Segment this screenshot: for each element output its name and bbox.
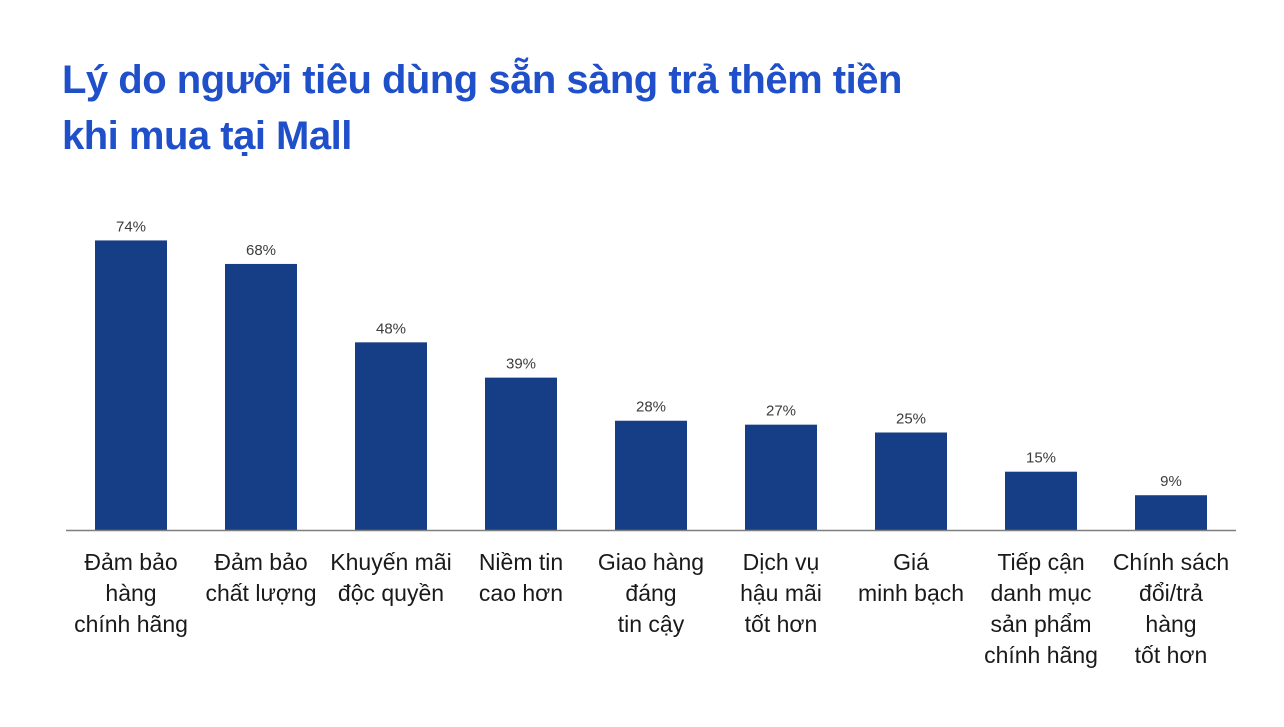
value-label-5: 28% — [636, 399, 666, 416]
category-label-8-line-4: chính hãng — [984, 642, 1098, 668]
category-label-2: Đảm bảo chất lượng — [205, 549, 316, 606]
category-label-3: Khuyến mãi độc quyền — [330, 549, 451, 606]
category-label-6-line-3: tốt hơn — [745, 611, 818, 637]
chart-title-line-2: khi mua tại Mall — [62, 114, 352, 158]
category-label-8: Tiếp cận danh mục sản phẩm chính hãng — [984, 549, 1098, 668]
category-labels-group: Đảm bảo hàng chính hãng Đảm bảo chất lượng Kh… — [74, 549, 1229, 668]
bar-5 — [615, 420, 687, 531]
value-label-8: 15% — [1026, 450, 1056, 467]
category-label-8-line-2: danh mục — [990, 580, 1091, 606]
value-label-3: 48% — [376, 320, 406, 337]
category-label-9: Chính sách đổi/trả hàng tốt hơn — [1113, 549, 1229, 668]
bar-7 — [875, 432, 947, 531]
category-label-9-line-1: Chính sách — [1113, 549, 1229, 575]
category-label-1-line-1: Đảm bảo — [84, 549, 177, 575]
bar-2 — [225, 263, 297, 531]
value-label-7: 25% — [896, 411, 926, 428]
category-label-8-line-3: sản phẩm — [990, 611, 1091, 637]
category-label-6-line-1: Dịch vụ — [743, 549, 820, 575]
bar-8 — [1005, 471, 1077, 531]
category-label-8-line-1: Tiếp cận — [997, 549, 1084, 575]
category-label-9-line-2: đổi/trả — [1139, 580, 1203, 606]
category-label-1: Đảm bảo hàng chính hãng — [74, 549, 188, 637]
category-label-5: Giao hàng đáng tin cậy — [598, 549, 704, 637]
category-label-5-line-3: tin cậy — [618, 611, 685, 637]
bar-6 — [745, 424, 817, 531]
category-label-1-line-3: chính hãng — [74, 611, 188, 637]
category-label-5-line-2: đáng — [625, 580, 676, 606]
category-label-6-line-2: hậu mãi — [740, 580, 822, 606]
bar-3 — [355, 342, 427, 531]
value-label-4: 39% — [506, 356, 536, 373]
category-label-7: Giá minh bạch — [858, 549, 964, 606]
chart-title-line-1: Lý do người tiêu dùng sẵn sàng trả thêm … — [62, 58, 902, 102]
value-label-9: 9% — [1160, 473, 1182, 490]
category-label-7-line-1: Giá — [893, 549, 929, 575]
bar-4 — [485, 377, 557, 531]
bar-9 — [1135, 495, 1207, 531]
category-label-5-line-1: Giao hàng — [598, 549, 704, 575]
category-label-4-line-1: Niềm tin — [479, 549, 563, 575]
value-label-2: 68% — [246, 242, 276, 259]
value-label-6: 27% — [766, 403, 796, 420]
bar-1 — [95, 240, 167, 531]
category-label-4: Niềm tin cao hơn — [479, 549, 563, 606]
category-label-7-line-2: minh bạch — [858, 580, 964, 606]
bars-group — [95, 240, 1207, 531]
value-label-1: 74% — [116, 218, 146, 235]
value-labels-group: 74% 68% 48% 39% 28% 27% 25% 15% 9% — [116, 218, 1182, 490]
category-label-2-line-2: chất lượng — [205, 580, 316, 606]
category-label-1-line-2: hàng — [105, 580, 156, 606]
category-label-3-line-2: độc quyền — [338, 580, 444, 606]
category-label-2-line-1: Đảm bảo — [214, 549, 307, 575]
chart-title: Lý do người tiêu dùng sẵn sàng trả thêm … — [62, 52, 1162, 164]
category-label-6: Dịch vụ hậu mãi tốt hơn — [740, 549, 822, 637]
category-label-9-line-3: hàng — [1145, 611, 1196, 637]
category-label-9-line-4: tốt hơn — [1135, 642, 1208, 668]
category-label-4-line-2: cao hơn — [479, 580, 563, 606]
category-label-3-line-1: Khuyến mãi — [330, 549, 451, 575]
